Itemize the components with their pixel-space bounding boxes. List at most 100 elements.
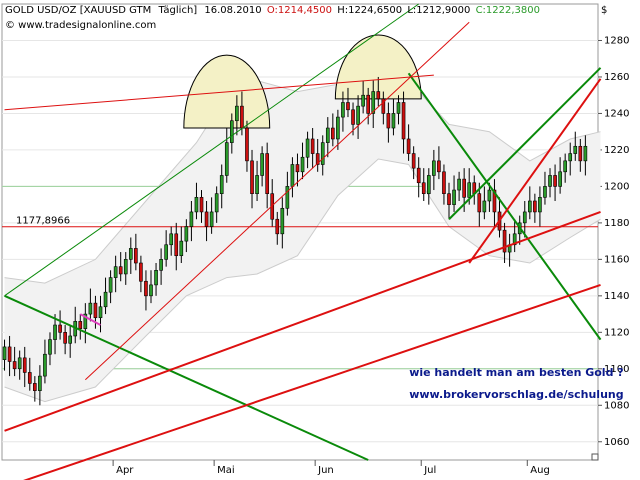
candle-body [38,375,42,391]
candle [502,222,507,264]
bollinger-band-fill [4,69,601,402]
candle [17,350,22,380]
candle [113,255,118,293]
candle-body [169,233,174,246]
candle [22,346,27,388]
candle-body [341,102,345,118]
candle [426,168,431,205]
y-tick-label: 1140 [604,291,629,302]
candle-body [154,270,158,286]
candle-body [371,91,376,114]
candle [300,142,305,180]
candle-body [209,211,214,227]
candle-body [139,262,143,282]
candle-body [68,335,73,344]
candle [98,295,103,333]
candle-body [386,113,391,129]
y-tick-label: 1200 [604,181,629,192]
candle-body [265,153,269,194]
candle [406,124,411,161]
candle-body [250,160,254,194]
trend-line-red-rising-steep [468,78,602,264]
annotation-text: www.brokervorschlag.de/schulung [409,388,623,401]
candle-body [229,120,234,143]
candle [563,153,567,183]
candle-body [320,142,325,165]
candle [184,219,189,253]
candle-body [356,105,360,125]
candle-body [492,189,497,213]
candle-body [2,346,7,360]
candle-body [123,259,128,275]
candle [336,109,340,150]
candle-body [43,353,47,377]
y-tick-label: 1100 [604,364,629,375]
candle [442,164,446,205]
candle [492,179,497,227]
candle-body [346,102,350,111]
y-tick-label: 1180 [604,218,629,229]
candle-body [416,167,421,184]
candle-body [351,109,355,125]
bollinger-upper [4,69,601,284]
candle [78,314,83,340]
candle [7,335,12,377]
candle-body [134,248,138,264]
candle-body [174,233,179,257]
candle-body [295,164,300,173]
candle [527,186,532,220]
candle-body [204,211,209,227]
candle [58,310,62,340]
candle [315,138,320,172]
candle-body [391,113,396,129]
candle [139,255,143,293]
candle [235,95,239,136]
candle [522,200,527,238]
candle [558,157,562,194]
candle [457,171,461,201]
candle-body [179,240,184,257]
candle-body [255,175,259,194]
candle [275,211,280,245]
candle-body [325,127,330,143]
candle [103,277,108,315]
candle-body [331,127,335,140]
candle-body [300,156,305,173]
candle [280,197,285,249]
candle [578,138,583,172]
candle [245,120,249,172]
y-tick-label: 1240 [604,108,629,119]
x-tick-label: Apr [116,465,134,476]
candle [118,252,123,282]
candle-body [310,138,315,154]
candle-body [361,94,365,107]
candle-body [548,175,552,187]
candle [512,219,517,253]
candle [573,131,578,161]
candle-body [128,248,133,260]
candle [229,113,234,154]
y-tick-label: 1260 [604,72,629,83]
x-tick-label: Jun [317,465,334,476]
candle [189,200,194,242]
candle [568,142,573,176]
candle-body [305,138,310,158]
y-tick-label: 1220 [604,145,629,156]
candle-body [164,244,168,260]
candle [134,233,138,271]
candle-body [88,302,93,315]
candle [255,160,259,201]
candle-body [411,153,416,169]
candle [437,146,441,180]
candle-body [280,207,285,235]
candle-body [543,186,547,198]
candle-body [502,229,507,253]
candle-body [578,145,583,162]
candle-body [432,160,436,176]
candle-body [184,226,189,242]
candle-body [7,346,12,362]
candle [250,149,254,209]
candle-body [33,383,37,391]
candle-body [194,197,199,213]
